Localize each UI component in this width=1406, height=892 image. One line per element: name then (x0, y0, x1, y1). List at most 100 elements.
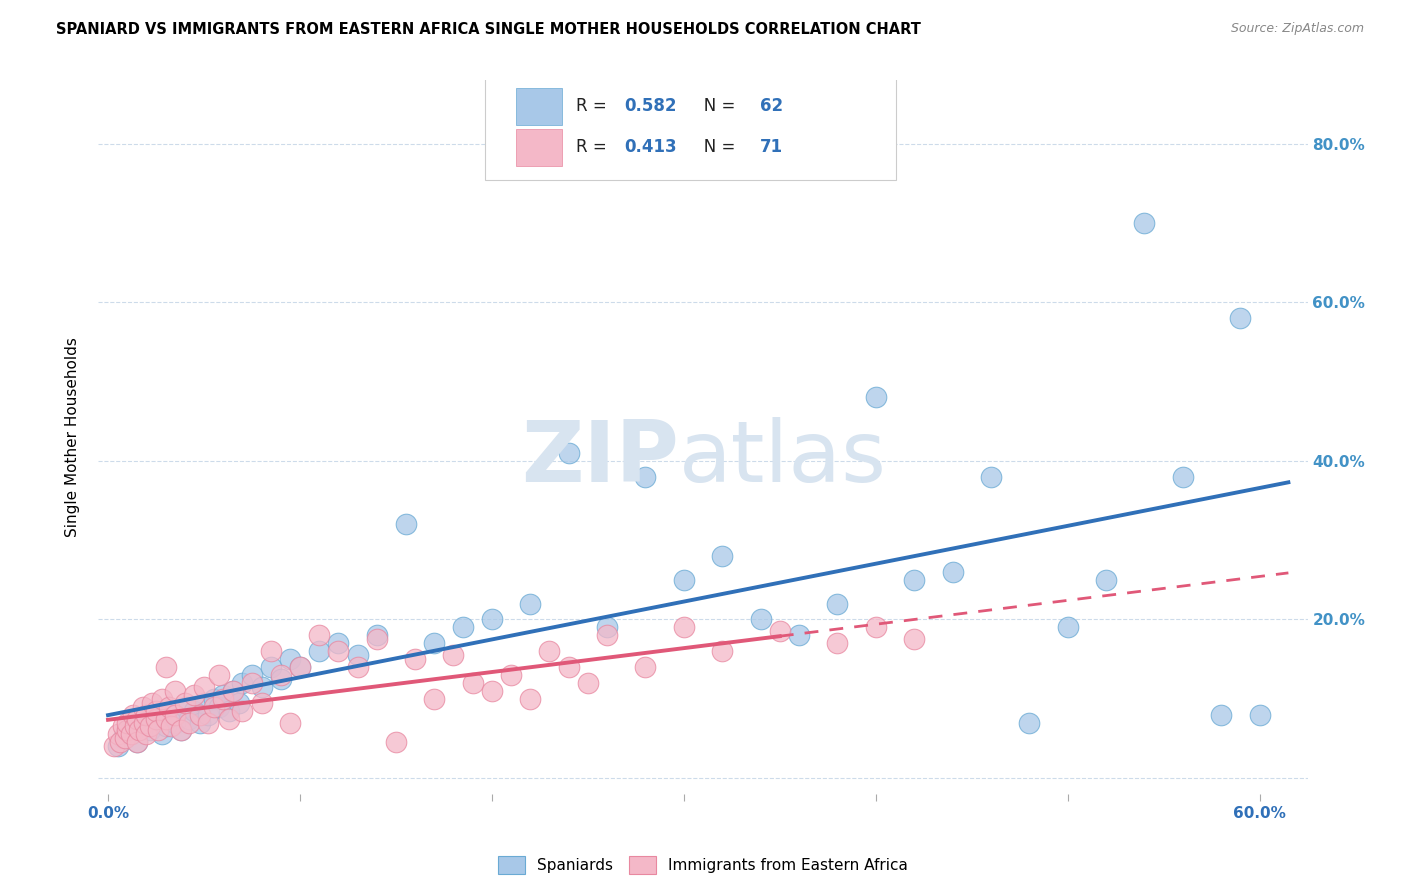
Point (423, 691, 446, 706)
Point (145, 712, 167, 726)
Point (1095, 573, 1118, 587)
Text: N =: N = (689, 97, 741, 115)
Legend: Spaniards, Immigrants from Eastern Africa: Spaniards, Immigrants from Eastern Afric… (492, 850, 914, 880)
Point (165, 707, 187, 722)
Point (672, 620, 695, 634)
Point (177, 712, 200, 726)
Point (941, 565, 963, 579)
Point (128, 723, 150, 738)
Point (146, 723, 169, 738)
Point (260, 660, 283, 674)
Point (155, 712, 177, 726)
Point (499, 668, 522, 682)
Point (177, 715, 200, 730)
Point (366, 632, 388, 647)
Point (280, 715, 302, 730)
Point (769, 624, 792, 639)
Point (596, 628, 619, 642)
Point (150, 691, 173, 706)
Point (308, 644, 330, 658)
Point (173, 696, 195, 710)
Text: 62: 62 (759, 97, 783, 115)
Point (120, 727, 142, 741)
Point (135, 707, 157, 722)
Point (188, 707, 211, 722)
Text: 0.582: 0.582 (624, 97, 676, 115)
Point (328, 636, 350, 650)
Point (481, 612, 503, 626)
Point (1133, 216, 1156, 230)
Point (288, 660, 311, 674)
Point (557, 660, 579, 674)
Point (124, 719, 146, 733)
Point (135, 715, 157, 730)
Point (131, 719, 153, 733)
Point (280, 652, 302, 666)
Point (112, 719, 135, 733)
Text: SPANIARD VS IMMIGRANTS FROM EASTERN AFRICA SINGLE MOTHER HOUSEHOLDS CORRELATION : SPANIARD VS IMMIGRANTS FROM EASTERN AFRI… (56, 22, 921, 37)
Point (139, 719, 162, 733)
Point (170, 723, 193, 738)
Point (260, 644, 283, 658)
Point (131, 699, 153, 714)
Point (165, 715, 187, 730)
Point (827, 597, 849, 611)
Point (288, 660, 311, 674)
Text: 0.413: 0.413 (624, 138, 678, 156)
Point (711, 549, 734, 563)
Point (125, 735, 148, 749)
Point (135, 727, 157, 741)
Point (145, 704, 167, 718)
Point (193, 680, 215, 694)
Point (183, 688, 205, 702)
Point (711, 644, 734, 658)
Point (346, 660, 368, 674)
Point (443, 648, 465, 662)
Point (208, 699, 231, 714)
Point (120, 727, 142, 741)
Point (865, 391, 887, 405)
Point (240, 676, 263, 690)
Point (787, 628, 810, 642)
Point (193, 696, 215, 710)
Point (141, 696, 163, 710)
Point (155, 719, 177, 733)
Point (634, 469, 657, 483)
Point (451, 620, 474, 634)
Point (1229, 311, 1251, 326)
Point (1171, 469, 1194, 483)
Point (155, 660, 177, 674)
Point (107, 739, 129, 754)
Point (115, 723, 138, 738)
Point (222, 683, 245, 698)
Point (538, 644, 561, 658)
Point (634, 660, 657, 674)
Point (125, 712, 148, 726)
Text: R =: R = (576, 97, 612, 115)
Point (903, 632, 925, 647)
FancyBboxPatch shape (485, 73, 897, 180)
Point (159, 699, 181, 714)
Point (1249, 707, 1271, 722)
Text: 71: 71 (759, 138, 783, 156)
Point (165, 683, 187, 698)
Point (183, 704, 205, 718)
Point (159, 707, 181, 722)
Text: atlas: atlas (679, 417, 887, 500)
Point (385, 735, 408, 749)
Point (519, 597, 541, 611)
Point (461, 676, 484, 690)
Point (250, 680, 273, 694)
Point (240, 668, 263, 682)
Point (197, 707, 219, 722)
Point (202, 691, 225, 706)
Point (827, 636, 849, 650)
Point (903, 573, 925, 587)
Point (212, 691, 235, 706)
Text: ZIP: ZIP (522, 417, 679, 500)
Point (108, 735, 131, 749)
Point (114, 731, 136, 746)
Point (188, 715, 211, 730)
Point (173, 699, 195, 714)
Point (980, 469, 1002, 483)
